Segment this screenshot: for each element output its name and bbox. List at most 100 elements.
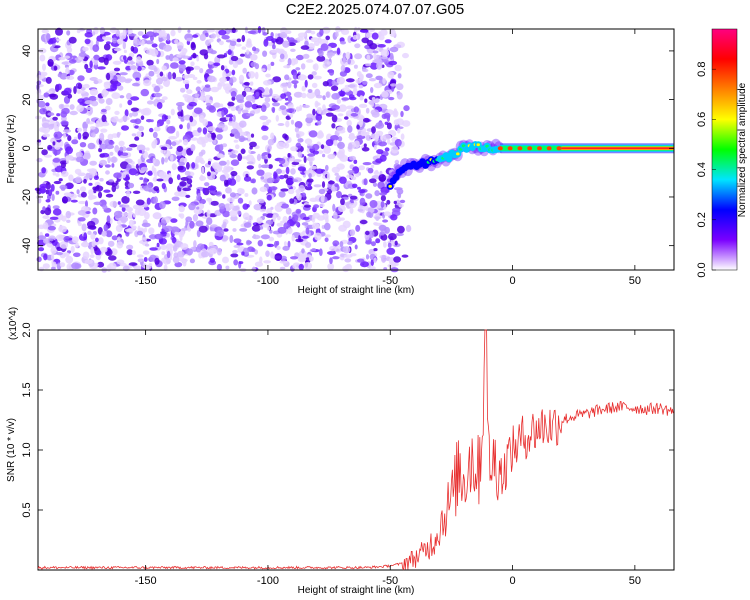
heatmap-cell [403,105,410,112]
heatmap-cell [236,242,244,246]
heatmap-cell [326,61,332,65]
heatmap-cell [182,79,190,85]
heatmap-cell [360,261,369,268]
heatmap-cell [61,170,69,177]
heatmap-cell [283,241,287,247]
heatmap-cell [313,204,320,209]
heatmap-cell [92,31,96,36]
heatmap-cell [138,125,145,132]
heatmap-cell [322,95,326,101]
heatmap-cell [246,113,255,117]
heatmap-cell [73,136,78,140]
heatmap-cell [213,62,221,67]
heatmap-cell [177,104,183,112]
heatmap-cell [146,197,151,205]
heatmap-cell [366,211,372,218]
heatmap-cell [63,252,70,257]
heatmap-cell [368,266,376,271]
heatmap-cell [199,175,206,181]
heatmap-cell [43,238,49,244]
heatmap-cell [153,32,160,36]
heatmap-cell [111,156,117,163]
heatmap-cell [347,125,353,133]
heatmap-cell [143,185,152,192]
y-tick-label: 1.0 [21,442,33,457]
heatmap-cell [139,239,148,245]
heatmap-cell [222,70,227,79]
heatmap-cell [161,76,168,82]
heatmap-cell [251,178,256,184]
band-peak-cell [527,146,533,151]
heatmap-cell [191,162,196,169]
heatmap-cell [370,133,380,140]
heatmap-cell [246,204,250,208]
heatmap-cell [152,131,158,139]
heatmap-cell [153,28,160,33]
heatmap-cell [197,243,205,250]
heatmap-cell [150,35,154,41]
heatmap-cell [297,74,307,81]
heatmap-cell [141,237,148,241]
heatmap-cell [129,112,133,118]
heatmap-cell [119,103,123,108]
heatmap-cell [127,56,133,61]
heatmap-cell [394,139,402,147]
heatmap-cell [279,31,288,39]
heatmap-cell [245,173,249,178]
heatmap-cell [107,155,111,164]
heatmap-cell [117,201,121,205]
heatmap-cell [61,215,67,222]
heatmap-cell [332,240,340,247]
heatmap-cell [315,168,324,174]
heatmap-cell [213,102,221,108]
heatmap-cell [178,205,185,213]
heatmap-cell [42,133,51,138]
heatmap-cell [79,142,87,148]
heatmap-cell [89,77,98,81]
y-tick-label: -20 [21,189,33,205]
heatmap-cell [103,189,111,193]
heatmap-cell [285,166,290,175]
heatmap-cell [358,84,364,89]
heatmap-cell [66,30,71,36]
heatmap-cell [275,114,279,122]
heatmap-cell [154,233,164,240]
heatmap-cell [245,42,253,48]
heatmap-cell [223,83,232,91]
heatmap-cell [347,84,356,88]
heatmap-cell [59,241,69,249]
heatmap-cell [299,232,305,237]
heatmap-cell [98,98,105,104]
heatmap-cell [206,217,213,226]
heatmap-cell [362,80,368,85]
heatmap-cell [120,216,127,224]
heatmap-cell [336,126,346,132]
heatmap-cell [322,212,329,221]
heatmap-cell [131,111,139,117]
heatmap-cell [150,48,159,57]
heatmap-cell [212,164,218,169]
heatmap-cell [291,234,295,242]
heatmap-cell [60,140,64,147]
heatmap-cell [236,38,242,43]
heatmap-cell [105,98,113,105]
heatmap-cell [315,113,323,121]
heatmap-cell [77,217,86,222]
band-peak-cell [537,146,542,151]
heatmap-cell [192,34,199,38]
heatmap-cell [239,103,244,109]
heatmap-cell [247,215,254,222]
heatmap-cell [345,113,349,117]
heatmap-cell [142,250,150,255]
heatmap-cell [287,153,291,158]
heatmap-cell [233,139,239,143]
y-tick-label: 2.0 [21,322,33,337]
heatmap-cell [338,204,346,213]
heatmap-cell [132,71,142,80]
heatmap-cell [182,260,187,267]
heatmap-cell [285,115,291,120]
heatmap-cell [105,193,114,198]
heatmap-cell [152,157,156,164]
heatmap-cell [248,71,256,79]
heatmap-cell [214,56,221,65]
